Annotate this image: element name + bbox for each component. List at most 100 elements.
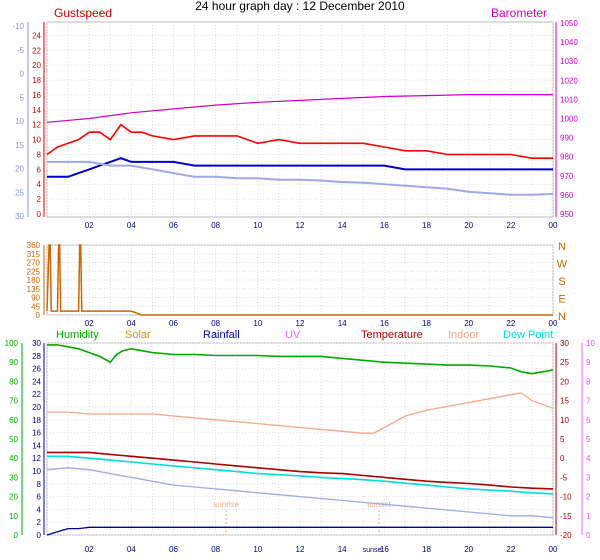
temperature-axis-tick-label: -15 <box>560 512 572 521</box>
temp-x-tick-label: 20 <box>464 545 473 554</box>
gust-axis-tick-label: 24 <box>32 31 41 40</box>
uv-axis-tick-label: 10 <box>586 339 595 348</box>
solar-axis-tick-label: 26 <box>32 365 41 374</box>
humidity-axis-tick-label: 40 <box>9 454 18 463</box>
humidity-axis-tick-label: 70 <box>9 397 18 406</box>
direction-x-tick-label: 22 <box>506 319 515 328</box>
solar-axis-tick-label: 16 <box>32 429 41 438</box>
gust-axis-tick-label: 16 <box>32 91 41 100</box>
baro-axis-tick-label: 1020 <box>560 76 578 85</box>
wind-x-tick-label: 00 <box>549 221 558 230</box>
temp-x-tick-label: 12 <box>296 545 305 554</box>
gustspeed-label: Gustspeed <box>54 6 112 20</box>
humidity-axis-tick-label: 50 <box>9 435 18 444</box>
wind-x-tick-label: 04 <box>127 221 136 230</box>
baro-axis-tick-label: 1010 <box>560 95 578 104</box>
compass-label: N <box>558 311 566 323</box>
temperature-axis-tick-label: 20 <box>560 377 569 386</box>
uv-axis-tick-label: 9 <box>586 358 591 367</box>
solar-axis-tick-label: 14 <box>32 441 41 450</box>
barometer-label: Barometer <box>491 6 547 20</box>
wind-panel-series <box>46 93 554 196</box>
series-line-rainfall <box>46 526 553 536</box>
series-line-average <box>47 160 554 196</box>
wind-x-tick-label: 20 <box>464 221 473 230</box>
solar-axis-tick-label: 22 <box>32 390 41 399</box>
temp-x-tick-label: 00 <box>549 545 558 554</box>
solar-axis-tick-label: 12 <box>32 454 41 463</box>
direction-axis-tick-label: 90 <box>31 294 40 303</box>
temp-x-tick-label: 14 <box>338 545 347 554</box>
solar-axis-tick-label: 0 <box>37 531 42 540</box>
sunrise-label: sunrise <box>213 500 239 509</box>
legend-temperature: Temperature <box>361 329 423 341</box>
temperature-axis-tick-label: -10 <box>560 493 572 502</box>
temp-panel-ticks: 0246810121416182022242628300102030405060… <box>5 339 596 554</box>
direction-x-tick-label: 06 <box>169 319 178 328</box>
wind-outer-axis-tick-label: 10 <box>15 117 24 126</box>
sunset-axis-label: sunset <box>363 547 384 554</box>
solar-axis-tick-label: 6 <box>37 493 42 502</box>
humidity-axis-tick-label: 10 <box>9 512 18 521</box>
series-line-temperature <box>47 451 554 490</box>
direction-x-tick-label: 02 <box>85 319 94 328</box>
direction-axis-tick-label: 360 <box>27 241 41 250</box>
gust-axis-tick-label: 0 <box>37 210 42 219</box>
temperature-axis-tick-label: 5 <box>560 435 565 444</box>
temperature-axis-tick-label: 10 <box>560 416 569 425</box>
humidity-axis-tick-label: 60 <box>9 416 18 425</box>
wind-panel-grid <box>46 22 554 217</box>
series-line-indoor <box>47 392 554 434</box>
uv-axis-tick-label: 6 <box>586 416 591 425</box>
direction-axis-tick-label: 45 <box>31 302 40 311</box>
solar-axis-tick-label: 8 <box>37 480 42 489</box>
gust-axis-tick-label: 2 <box>37 195 42 204</box>
solar-axis-tick-label: 30 <box>32 339 41 348</box>
wind-outer-axis-tick-label: 20 <box>15 165 24 174</box>
temp-x-tick-label: 06 <box>169 545 178 554</box>
direction-x-tick-label: 10 <box>253 319 262 328</box>
solar-axis-tick-label: 28 <box>32 352 41 361</box>
baro-axis-tick-label: 1000 <box>560 115 578 124</box>
wind-x-tick-label: 22 <box>506 221 515 230</box>
uv-axis-tick-label: 0 <box>586 531 591 540</box>
temp-panel-legend: Humidity Solar Rainfall UV Temperature Indoor… <box>56 329 553 341</box>
gust-axis-tick-label: 10 <box>32 136 41 145</box>
wind-barometer-panel: Gustspeed Barometer 02468101214161820222… <box>12 6 578 230</box>
series-line-barometer <box>46 93 553 123</box>
temp-panel-grid <box>46 342 554 536</box>
solar-axis-tick-label: 24 <box>32 377 41 386</box>
wind-x-tick-label: 02 <box>85 221 94 230</box>
gust-axis-tick-label: 20 <box>32 61 41 70</box>
baro-axis-tick-label: 1030 <box>560 57 578 66</box>
direction-x-tick-label: 18 <box>422 319 431 328</box>
direction-x-tick-label: 12 <box>296 319 305 328</box>
humidity-axis-tick-label: 100 <box>5 339 19 348</box>
gust-axis-tick-label: 22 <box>32 46 41 55</box>
temp-x-tick-label: 16 <box>380 545 389 554</box>
humidity-axis-tick-label: 90 <box>9 358 18 367</box>
legend-rainfall: Rainfall <box>203 329 240 341</box>
solar-axis-tick-label: 4 <box>37 505 42 514</box>
direction-x-tick-label: 08 <box>211 319 220 328</box>
wind-x-tick-label: 08 <box>211 221 220 230</box>
direction-axis-tick-label: 315 <box>27 250 41 259</box>
uv-axis-tick-label: 4 <box>586 454 591 463</box>
series-line-direction <box>46 244 553 316</box>
compass-label: S <box>558 276 565 288</box>
wind-x-tick-label: 18 <box>422 221 431 230</box>
temperature-axis-tick-label: 25 <box>560 358 569 367</box>
temp-x-tick-label: 04 <box>127 545 136 554</box>
direction-axis-tick-label: 270 <box>27 259 41 268</box>
temperature-axis-tick-label: 15 <box>560 397 569 406</box>
solar-axis-tick-label: 18 <box>32 416 41 425</box>
baro-axis-tick-label: 980 <box>560 153 574 162</box>
solar-axis-tick-label: 2 <box>37 518 42 527</box>
legend-indoor: Indoor <box>448 329 480 341</box>
compass-label: N <box>558 241 566 253</box>
series-line-gustspeed <box>46 123 553 159</box>
direction-axis-tick-label: 135 <box>27 285 41 294</box>
baro-axis-tick-label: 970 <box>560 172 574 181</box>
uv-axis-tick-label: 2 <box>586 493 591 502</box>
